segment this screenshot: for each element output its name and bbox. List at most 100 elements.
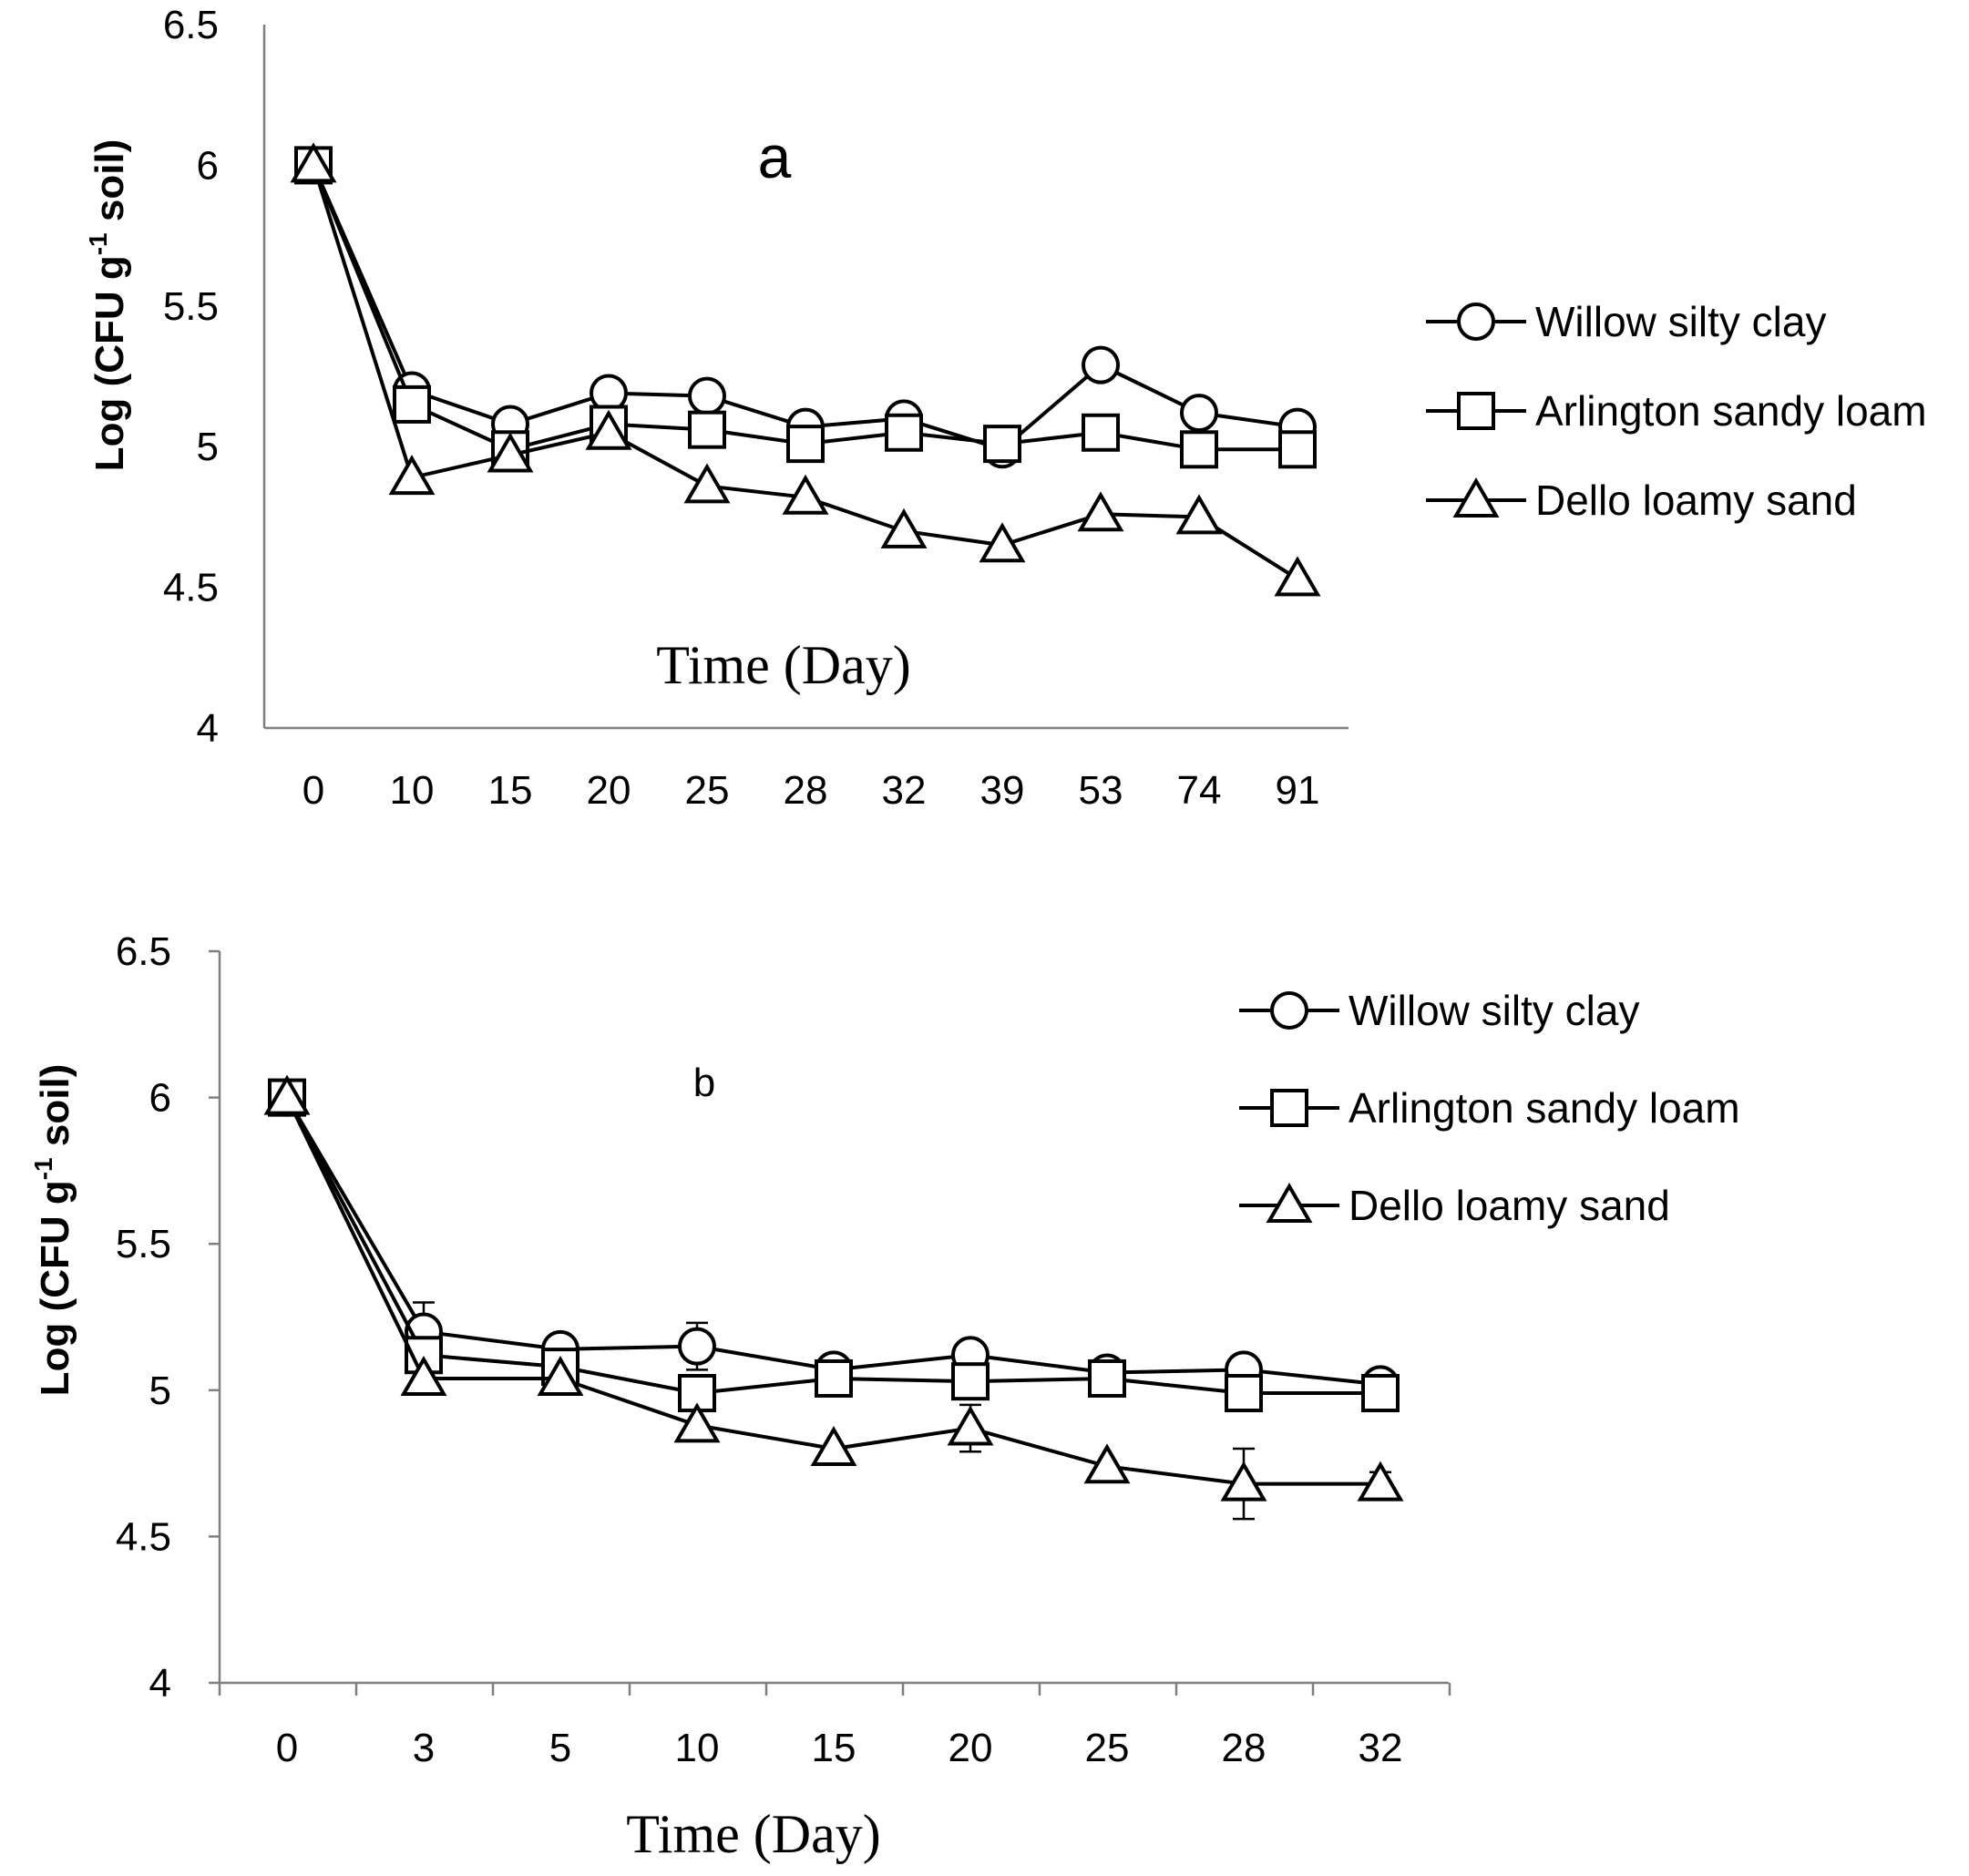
- series-group-a: [290, 142, 1321, 597]
- x-tick-label: 32: [882, 768, 927, 813]
- series-group-b: [263, 1074, 1404, 1521]
- legend-item-arlington-sandy-loam: Arlington sandy loam: [1239, 1084, 1740, 1132]
- legend-item-dello-loamy-sand: Dello loamy sand: [1426, 477, 1857, 524]
- data-point-dello-loamy-sand: [1077, 491, 1124, 532]
- legend-marker-dello-loamy-sand: [1452, 477, 1500, 518]
- series-arlington-sandy-loam: [294, 146, 1317, 469]
- data-point-arlington-sandy-loam: [1088, 1358, 1126, 1398]
- y-tick-label: 5: [197, 425, 219, 469]
- data-point-arlington-sandy-loam: [1278, 430, 1317, 469]
- legend-marker-arlington-sandy-loam: [1270, 1089, 1308, 1127]
- legend-marker-dello-loamy-sand: [1266, 1183, 1313, 1223]
- series-line-dello-loamy-sand: [312, 164, 1299, 581]
- x-axis-label-a: Time (Day): [656, 635, 910, 695]
- data-point-dello-loamy-sand: [388, 455, 436, 496]
- series-dello-loamy-sand: [263, 1074, 1404, 1521]
- legend-label: Willow silty clay: [1535, 298, 1826, 345]
- x-tick-label: 25: [1085, 1726, 1130, 1770]
- data-point-dello-loamy-sand: [979, 522, 1026, 563]
- x-tick-label: 3: [413, 1726, 435, 1770]
- data-point-arlington-sandy-loam: [983, 425, 1021, 464]
- x-tick-label: 20: [949, 1726, 993, 1770]
- data-point-dello-loamy-sand: [673, 1402, 721, 1443]
- x-tick-label: 15: [488, 768, 533, 813]
- data-point-dello-loamy-sand: [263, 1074, 311, 1115]
- data-point-arlington-sandy-loam: [1225, 1374, 1263, 1413]
- data-point-dello-loamy-sand: [1220, 1461, 1267, 1502]
- x-tick-label: 10: [390, 768, 435, 813]
- y-tick-label: 6.5: [116, 929, 171, 974]
- data-point-dello-loamy-sand: [683, 463, 731, 504]
- x-tick-label: 32: [1359, 1726, 1403, 1770]
- legend-item-willow-silty-clay: Willow silty clay: [1426, 298, 1826, 345]
- data-point-dello-loamy-sand: [1175, 494, 1223, 535]
- series-willow-silty-clay: [294, 146, 1317, 469]
- data-point-dello-loamy-sand: [782, 474, 829, 515]
- legend-marker-willow-silty-clay: [1457, 302, 1495, 341]
- data-point-dello-loamy-sand: [585, 409, 632, 450]
- legend-item-arlington-sandy-loam: Arlington sandy loam: [1426, 387, 1927, 435]
- panel-label-a: a: [758, 123, 792, 190]
- data-point-dello-loamy-sand: [880, 507, 928, 548]
- x-tick-label: 0: [276, 1726, 298, 1770]
- data-point-willow-silty-clay: [688, 376, 726, 415]
- y-tick-labels-a: 4 4.5 5 5.5 6 6.5: [163, 3, 219, 751]
- x-tick-label: 0: [303, 768, 324, 813]
- series-line-arlington-sandy-loam: [285, 1096, 1380, 1396]
- y-tick-label: 5: [149, 1369, 171, 1413]
- series-line-willow-silty-clay: [312, 164, 1298, 452]
- data-point-dello-loamy-sand: [1083, 1443, 1131, 1484]
- y-tick-label: 4.5: [163, 566, 219, 610]
- panel-label-b: b: [693, 1061, 715, 1105]
- y-tick-label: 6: [197, 143, 219, 188]
- legend-label: Arlington sandy loam: [1349, 1084, 1740, 1132]
- data-point-dello-loamy-sand: [537, 1355, 584, 1396]
- y-tick-label: 6.5: [163, 3, 219, 47]
- legend-item-dello-loamy-sand: Dello loamy sand: [1239, 1182, 1670, 1229]
- x-tick-label: 74: [1177, 768, 1222, 813]
- data-point-arlington-sandy-loam: [786, 425, 825, 464]
- x-tick-label: 25: [685, 768, 730, 813]
- series-line-willow-silty-clay: [285, 1096, 1381, 1387]
- chart-panel-a: 4 4.5 5 5.5 6 6.5 0 10 15 20 25 28 32 39 53 74 91 Log (…: [84, 3, 1927, 813]
- data-point-dello-loamy-sand: [487, 432, 534, 473]
- x-tick-label: 20: [587, 768, 631, 813]
- legend-label: Dello loamy sand: [1349, 1182, 1670, 1229]
- data-point-dello-loamy-sand: [290, 142, 337, 183]
- legend-item-willow-silty-clay: Willow silty clay: [1239, 987, 1639, 1034]
- data-point-dello-loamy-sand: [947, 1405, 994, 1446]
- y-tick-label: 4: [149, 1661, 171, 1706]
- x-tick-labels-a: 0 10 15 20 25 28 32 39 53 74 91: [303, 768, 1320, 813]
- x-tick-label: 91: [1276, 768, 1320, 813]
- legend-label: Willow silty clay: [1349, 987, 1639, 1034]
- x-tick-label: 53: [1079, 768, 1123, 813]
- legend-marker-willow-silty-clay: [1270, 991, 1308, 1030]
- data-point-willow-silty-clay: [678, 1327, 716, 1366]
- data-point-dello-loamy-sand: [400, 1355, 447, 1396]
- data-point-arlington-sandy-loam: [688, 410, 726, 449]
- data-point-arlington-sandy-loam: [393, 384, 431, 424]
- x-tick-label: 28: [784, 768, 828, 813]
- data-point-willow-silty-clay: [1180, 394, 1218, 433]
- y-tick-label: 4: [197, 706, 219, 751]
- legend-a: Willow silty clay Arlington sandy loam Del…: [1426, 298, 1927, 524]
- data-point-willow-silty-clay: [1082, 345, 1120, 384]
- x-tick-label: 10: [675, 1726, 720, 1770]
- y-tick-label: 4.5: [116, 1514, 171, 1559]
- y-tick-label: 6: [149, 1076, 171, 1121]
- x-tick-label: 5: [549, 1726, 571, 1770]
- legend-b: Willow silty clay Arlington sandy loam Del…: [1239, 987, 1740, 1229]
- y-axis-label-b: Log (CFU g-1 soil): [29, 1064, 77, 1397]
- x-axis-label-b: Time (Day): [626, 1804, 880, 1864]
- x-tick-label: 28: [1222, 1726, 1267, 1770]
- legend-label: Arlington sandy loam: [1535, 387, 1927, 435]
- data-point-arlington-sandy-loam: [815, 1358, 853, 1398]
- y-tick-label: 5.5: [116, 1222, 171, 1266]
- data-point-arlington-sandy-loam: [1361, 1374, 1400, 1413]
- data-point-dello-loamy-sand: [1357, 1461, 1404, 1502]
- data-point-dello-loamy-sand: [1274, 556, 1321, 597]
- x-tick-label: 15: [812, 1726, 856, 1770]
- legend-label: Dello loamy sand: [1535, 477, 1857, 524]
- series-dello-loamy-sand: [290, 142, 1321, 597]
